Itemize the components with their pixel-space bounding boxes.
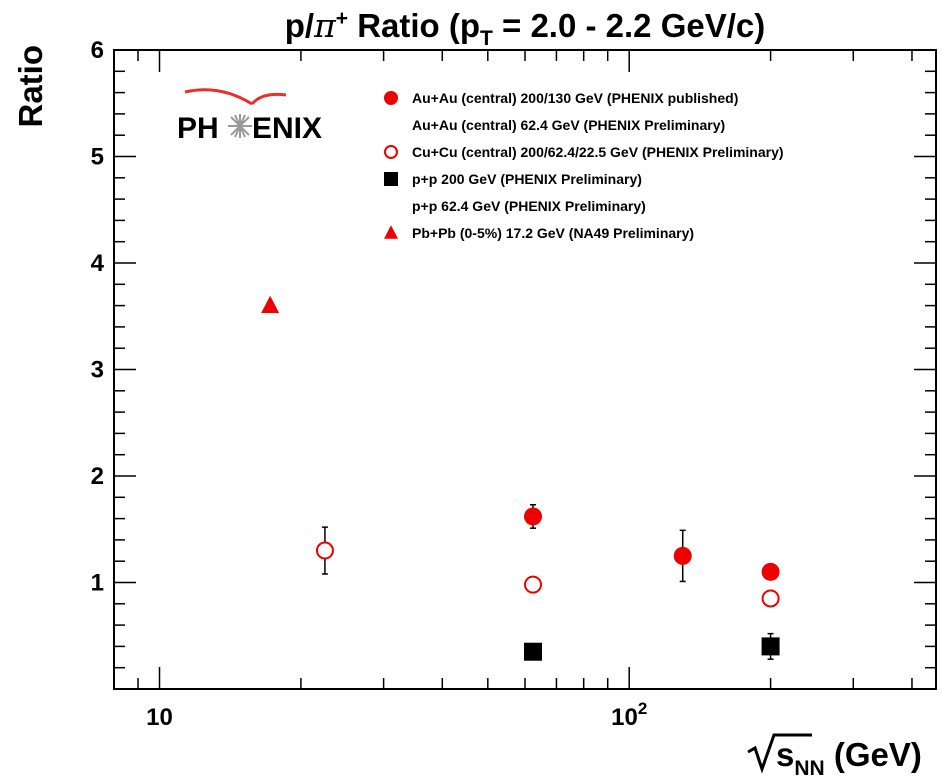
- logo-text-left: PH: [177, 112, 219, 145]
- x-title-s: s: [776, 736, 794, 773]
- x-tick-label: 102: [611, 699, 647, 731]
- legend-label: p+p 62.4 GeV (PHENIX Preliminary): [412, 198, 646, 214]
- y-tick-label: 6: [91, 37, 104, 64]
- x-title-unit: (GeV): [825, 736, 922, 773]
- data-point: [524, 642, 543, 661]
- y-tick-label: 4: [91, 250, 105, 277]
- data-point: [261, 295, 280, 314]
- legend-marker: [384, 172, 398, 186]
- svg-text:sNN (GeV): sNN (GeV): [776, 736, 922, 778]
- title-pi: π: [313, 6, 337, 45]
- y-tick-label: 1: [91, 570, 104, 597]
- data-point: [524, 575, 543, 594]
- logo-star-icon: [228, 114, 252, 138]
- x-tick-label: 10: [146, 704, 173, 731]
- data-points: [261, 295, 780, 661]
- data-point: [673, 546, 692, 565]
- data-point: [315, 541, 334, 560]
- y-tick-label: 5: [91, 144, 104, 171]
- logo-arc-left: [184, 88, 253, 106]
- logo-text-right: ENIX: [252, 112, 322, 145]
- title-sub: T: [480, 27, 493, 50]
- chart-title: p/π+ Ratio (pT = 2.0 - 2.2 GeV/c): [285, 6, 766, 50]
- legend: Au+Au (central) 200/130 GeV (PHENIX publ…: [384, 90, 784, 241]
- sqrt-sign: [747, 733, 812, 774]
- title-sup: +: [336, 7, 348, 30]
- title-mid: Ratio (p: [348, 7, 480, 44]
- logo-arc-right: [250, 92, 287, 106]
- legend-label: p+p 200 GeV (PHENIX Preliminary): [412, 171, 642, 187]
- y-tick-label: 2: [91, 463, 104, 490]
- data-point: [761, 562, 780, 581]
- x-title-sub: NN: [794, 757, 824, 778]
- legend-label: Au+Au (central) 200/130 GeV (PHENIX publ…: [412, 90, 738, 106]
- title-lead: p/: [285, 7, 314, 44]
- legend-label: Cu+Cu (central) 200/62.4/22.5 GeV (PHENI…: [412, 144, 784, 160]
- data-point: [761, 589, 780, 608]
- legend-marker: [384, 225, 398, 239]
- legend-label: Au+Au (central) 62.4 GeV (PHENIX Prelimi…: [412, 117, 725, 133]
- axis-ticks: [113, 49, 936, 690]
- legend-marker: [384, 91, 398, 105]
- y-tick-label: 3: [91, 357, 104, 384]
- data-point: [524, 507, 543, 526]
- legend-label: Pb+Pb (0-5%) 17.2 GeV (NA49 Preliminary): [412, 225, 694, 241]
- data-point: [761, 637, 780, 656]
- x-axis-title: sNN (GeV): [747, 733, 922, 778]
- y-axis-title: Ratio: [12, 45, 49, 128]
- phenix-logo: PH ENIX: [177, 88, 322, 145]
- tick-labels: 1 2 3 4 5 6 10 102: [91, 37, 648, 731]
- legend-marker: [384, 145, 398, 159]
- title-tail: = 2.0 - 2.2 GeV/c): [493, 7, 765, 44]
